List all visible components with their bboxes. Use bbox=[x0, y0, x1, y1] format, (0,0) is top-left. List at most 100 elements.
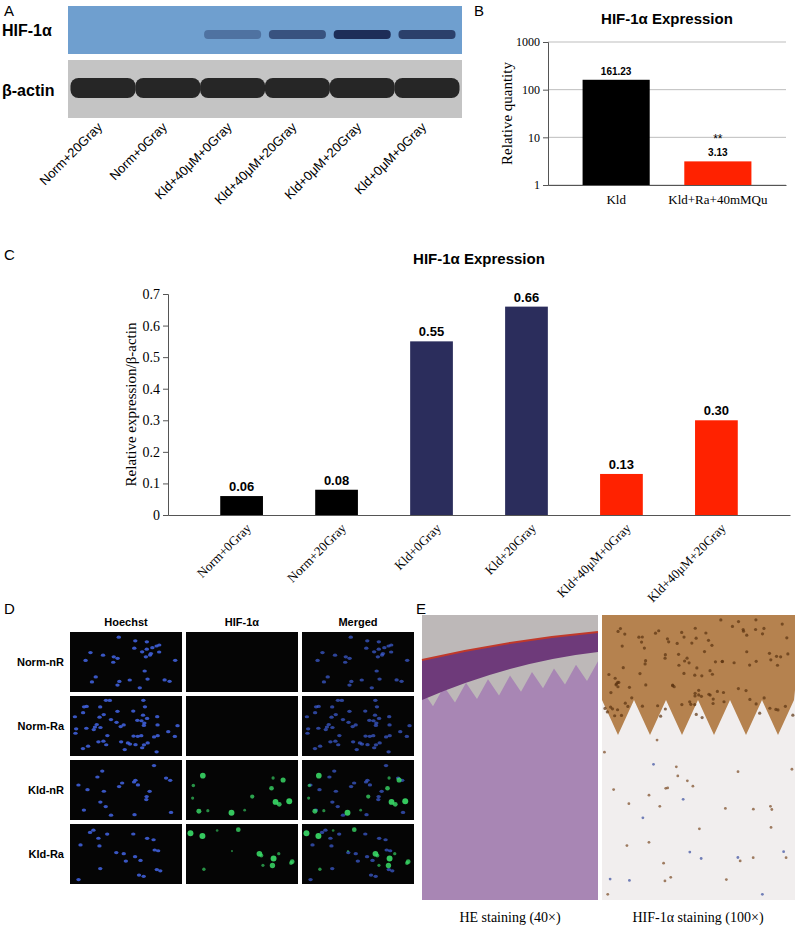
nucleus bbox=[155, 723, 159, 726]
y-axis-title: Relative quantity bbox=[499, 62, 515, 165]
nucleus bbox=[374, 743, 378, 746]
nucleus bbox=[364, 647, 368, 650]
micrograph bbox=[186, 760, 298, 820]
data-label: 161.23 bbox=[601, 66, 632, 77]
hif-signal bbox=[191, 797, 194, 800]
nucleus bbox=[135, 719, 139, 722]
nucleus bbox=[145, 837, 149, 840]
ihc-cell bbox=[698, 827, 701, 830]
nucleus bbox=[109, 814, 113, 817]
hif-signal bbox=[269, 786, 274, 791]
hif-signal bbox=[277, 802, 282, 807]
nucleus bbox=[164, 776, 168, 779]
nucleus bbox=[169, 811, 173, 814]
hif-signal bbox=[271, 776, 274, 779]
ihc-nucleus bbox=[785, 636, 788, 639]
hif-signal bbox=[318, 868, 321, 871]
hif-signal bbox=[196, 809, 201, 814]
x-tick: Kld+40μM+0Gray bbox=[554, 515, 634, 600]
y-tick: 0.7 bbox=[143, 287, 169, 302]
nucleus bbox=[354, 852, 358, 855]
hif-signal bbox=[359, 809, 362, 812]
column-header: HIF-1α bbox=[225, 616, 260, 628]
micrograph bbox=[302, 696, 414, 756]
ihc-nucleus bbox=[758, 712, 761, 715]
hif-signal bbox=[373, 851, 379, 857]
ihc-nucleus bbox=[742, 630, 745, 633]
ihc-nucleus bbox=[769, 658, 772, 661]
nucleus bbox=[139, 734, 143, 737]
ihc-nucleus bbox=[707, 693, 710, 696]
nucleus bbox=[376, 655, 380, 658]
nucleus bbox=[377, 648, 381, 651]
hif-signal bbox=[366, 794, 370, 798]
nucleus bbox=[377, 640, 381, 643]
hif-signal bbox=[307, 797, 310, 800]
nucleus bbox=[133, 639, 137, 642]
nucleus bbox=[85, 788, 89, 791]
ihc-nucleus bbox=[768, 652, 771, 655]
nucleus bbox=[81, 747, 85, 750]
y-tick-mark bbox=[163, 420, 168, 421]
y-axis-line bbox=[163, 295, 169, 516]
lane-label: Norm+0Gray bbox=[106, 119, 170, 183]
panel-label: E bbox=[416, 600, 426, 617]
hif-signal bbox=[202, 868, 205, 871]
nucleus bbox=[104, 743, 108, 746]
y-axis-title: Relative expression/β-actin bbox=[123, 322, 139, 486]
nucleus bbox=[131, 709, 135, 712]
hif-signal bbox=[332, 829, 335, 832]
nucleus bbox=[370, 686, 374, 689]
hif-signal bbox=[192, 784, 196, 788]
nucleus bbox=[133, 779, 137, 782]
y-tick: 10 bbox=[528, 131, 548, 145]
nucleus bbox=[401, 811, 405, 814]
x-tick: Kld+20Gray bbox=[482, 515, 540, 578]
y-axis: 1101001000 bbox=[516, 35, 549, 192]
nucleus bbox=[124, 860, 128, 863]
nucleus bbox=[328, 837, 332, 840]
ihc-nucleus bbox=[626, 705, 629, 708]
hif-signal bbox=[316, 773, 322, 779]
ihc-nucleus bbox=[745, 634, 748, 637]
nucleus bbox=[105, 734, 109, 737]
nucleus bbox=[126, 741, 130, 744]
ihc-nucleus bbox=[637, 636, 640, 639]
ihc-cell bbox=[736, 856, 739, 859]
nucleus bbox=[306, 727, 310, 730]
nucleus bbox=[73, 732, 77, 735]
nucleus bbox=[329, 716, 333, 719]
ihc-nucleus bbox=[620, 714, 623, 717]
nucleus bbox=[102, 790, 106, 793]
nucleus bbox=[398, 730, 402, 733]
nucleus bbox=[141, 875, 145, 878]
ihc-cell bbox=[752, 808, 755, 811]
nucleus bbox=[346, 721, 350, 724]
ihc-image bbox=[602, 615, 795, 900]
nucleus bbox=[131, 734, 135, 737]
ihc-cell bbox=[782, 850, 785, 853]
ihc-nucleus bbox=[707, 639, 710, 642]
hif-signal bbox=[345, 810, 351, 816]
nucleus bbox=[328, 740, 332, 743]
y-tick-mark bbox=[163, 294, 168, 295]
nucleus bbox=[330, 800, 334, 803]
ihc-nucleus bbox=[711, 673, 714, 676]
y-tick-mark bbox=[543, 185, 548, 186]
ihc-nucleus bbox=[606, 710, 609, 713]
data-label: 0.13 bbox=[609, 457, 634, 472]
ihc-nucleus bbox=[748, 664, 751, 667]
data-label: 0.06 bbox=[229, 479, 254, 494]
nucleus bbox=[327, 775, 331, 778]
nucleus bbox=[90, 680, 94, 683]
nucleus bbox=[374, 669, 378, 672]
nucleus bbox=[380, 653, 384, 656]
grid-line bbox=[548, 42, 786, 43]
y-tick-label: 100 bbox=[522, 83, 540, 97]
hif-signal bbox=[315, 833, 321, 839]
nucleus bbox=[145, 741, 149, 744]
nucleus bbox=[122, 852, 126, 855]
y-axis-line bbox=[543, 43, 549, 186]
bars bbox=[583, 80, 752, 185]
nucleus bbox=[101, 740, 105, 743]
